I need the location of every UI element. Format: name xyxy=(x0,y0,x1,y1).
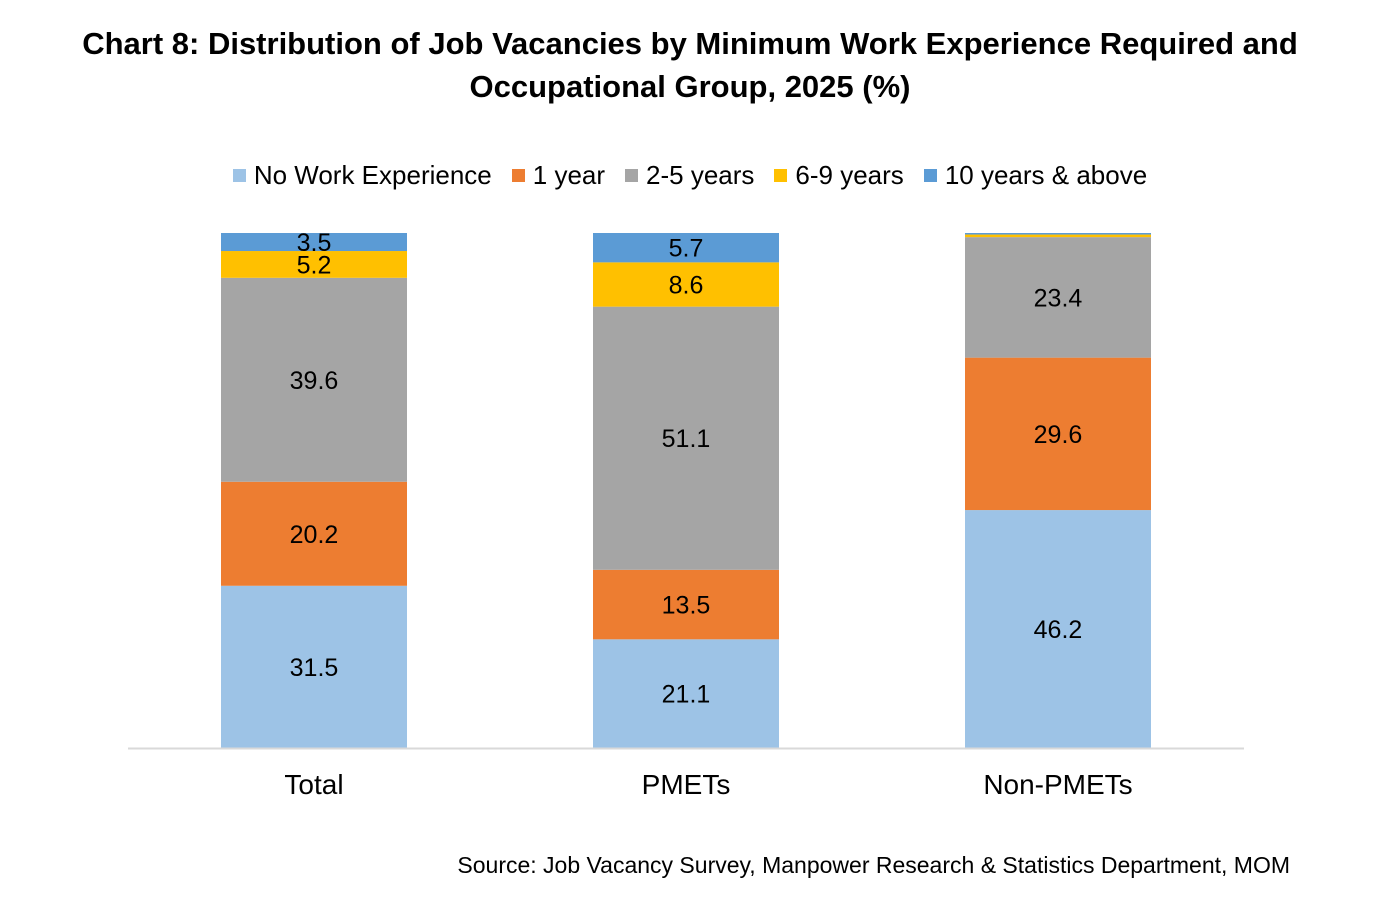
data-label: 13.5 xyxy=(662,592,711,620)
data-label: 21.1 xyxy=(662,681,711,709)
legend-item-1: 1 year xyxy=(511,160,606,191)
chart-title: Chart 8: Distribution of Job Vacancies b… xyxy=(0,22,1380,108)
bar-segment-pmets-0 xyxy=(593,639,779,748)
legend-swatch-2 xyxy=(625,169,639,182)
bar-segment-non-pmets-2 xyxy=(965,237,1151,358)
bar-segment-total-4 xyxy=(221,233,407,252)
data-label: 46.2 xyxy=(1034,616,1083,644)
legend-swatch-0 xyxy=(232,169,246,182)
legend-item-3: 6-9 years xyxy=(774,160,904,191)
chart-title-line-2: Occupational Group, 2025 (%) xyxy=(469,69,911,104)
legend-item-2: 2-5 years xyxy=(625,160,754,191)
bar-segment-total-1 xyxy=(221,481,407,586)
data-label: 51.1 xyxy=(662,425,711,453)
legend-item-4: 10 years & above xyxy=(923,160,1148,191)
bar-segment-pmets-4 xyxy=(593,233,779,263)
legend-swatch-3 xyxy=(774,169,788,182)
legend-label-4: 10 years & above xyxy=(944,160,1148,190)
category-label: Non-PMETs xyxy=(983,769,1132,800)
data-label: 3.5 xyxy=(297,229,332,257)
data-label: 20.2 xyxy=(290,521,339,549)
bar-segment-pmets-3 xyxy=(593,262,779,307)
bar-segment-pmets-1 xyxy=(593,569,779,640)
bar-segment-non-pmets-0 xyxy=(965,510,1151,748)
legend-label-0: No Work Experience xyxy=(253,160,492,190)
legend-item-0: No Work Experience xyxy=(232,160,492,191)
category-label: Total xyxy=(284,769,343,800)
bar-segment-total-3 xyxy=(221,251,407,278)
data-label: 29.6 xyxy=(1034,421,1083,449)
bar-segment-non-pmets-3 xyxy=(965,234,1151,238)
legend-label-2: 2-5 years xyxy=(646,160,755,190)
data-label: 31.5 xyxy=(290,654,339,682)
bar-segment-total-0 xyxy=(221,585,407,748)
bar-segment-non-pmets-4 xyxy=(965,233,1151,235)
data-label: 23.4 xyxy=(1034,284,1083,312)
category-label: PMETs xyxy=(642,769,731,800)
bar-segment-pmets-2 xyxy=(593,306,779,570)
legend-label-3: 6-9 years xyxy=(795,160,904,190)
chart-title-line-1: Chart 8: Distribution of Job Vacancies b… xyxy=(82,26,1298,61)
bar-segment-total-2 xyxy=(221,277,407,482)
data-label: 5.2 xyxy=(297,251,332,279)
data-label: 39.6 xyxy=(290,367,339,395)
source-note: Source: Job Vacancy Survey, Manpower Res… xyxy=(457,852,1290,878)
legend-label-1: 1 year xyxy=(532,160,606,190)
bar-segment-non-pmets-1 xyxy=(965,357,1151,511)
legend-swatch-1 xyxy=(511,169,525,182)
legend-swatch-4 xyxy=(923,169,937,182)
data-label: 8.6 xyxy=(669,272,704,300)
chart-legend: No Work Experience 1 year 2-5 years 6-9 yea… xyxy=(0,160,1380,191)
data-label: 5.7 xyxy=(669,235,704,263)
